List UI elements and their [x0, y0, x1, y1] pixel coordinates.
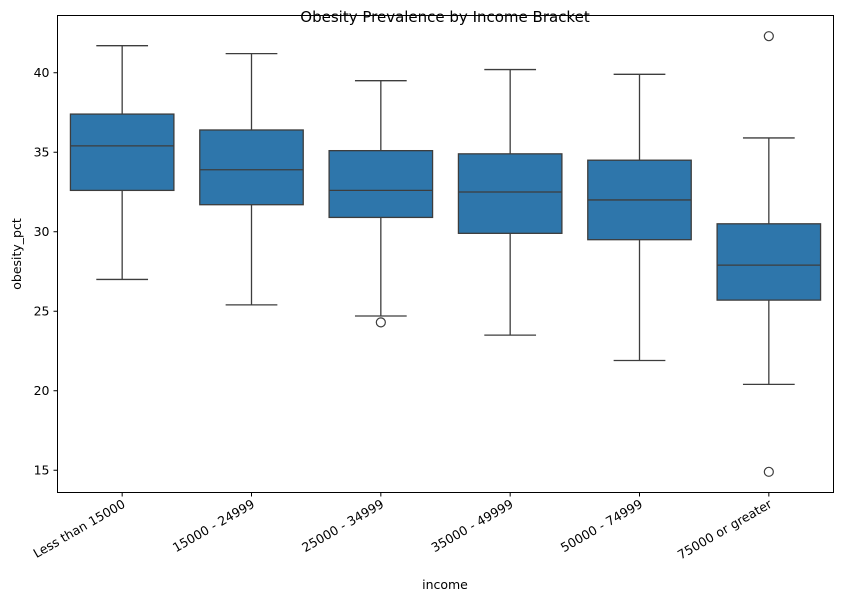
plot-frame: [57, 15, 834, 493]
y-tick-label: 35: [34, 145, 50, 160]
x-tick-label: 35000 - 49999: [428, 496, 515, 555]
y-tick-label: 25: [34, 304, 50, 319]
y-tick-label: 15: [34, 463, 50, 478]
chart-title: Obesity Prevalence by Income Bracket: [300, 8, 590, 26]
iqr-box: [199, 129, 304, 206]
y-tick-label: 20: [34, 383, 50, 398]
y-axis-label: obesity_pct: [9, 218, 24, 290]
x-axis: Less than 15000 15000 - 24999 25000 - 3499…: [30, 492, 775, 563]
iqr-box: [69, 113, 175, 192]
y-tick-label: 40: [34, 65, 50, 80]
x-tick-label: 50000 - 74999: [558, 496, 645, 555]
iqr-box: [457, 153, 563, 234]
outlier-point: [763, 31, 774, 42]
x-axis-label: income: [422, 577, 468, 592]
x-tick-label: 75000 or greater: [675, 496, 775, 563]
y-tick-label: 30: [34, 224, 50, 239]
y-axis: 15 20 25 30 35 40: [34, 65, 58, 478]
box-series: [69, 31, 822, 477]
x-tick-label: Less than 15000: [30, 496, 127, 561]
x-tick-label: 15000 - 24999: [170, 496, 257, 555]
iqr-box: [716, 223, 822, 301]
outlier-point: [375, 317, 386, 328]
x-tick-label: 25000 - 34999: [299, 496, 386, 555]
outlier-point: [763, 466, 774, 477]
iqr-box: [328, 149, 434, 219]
